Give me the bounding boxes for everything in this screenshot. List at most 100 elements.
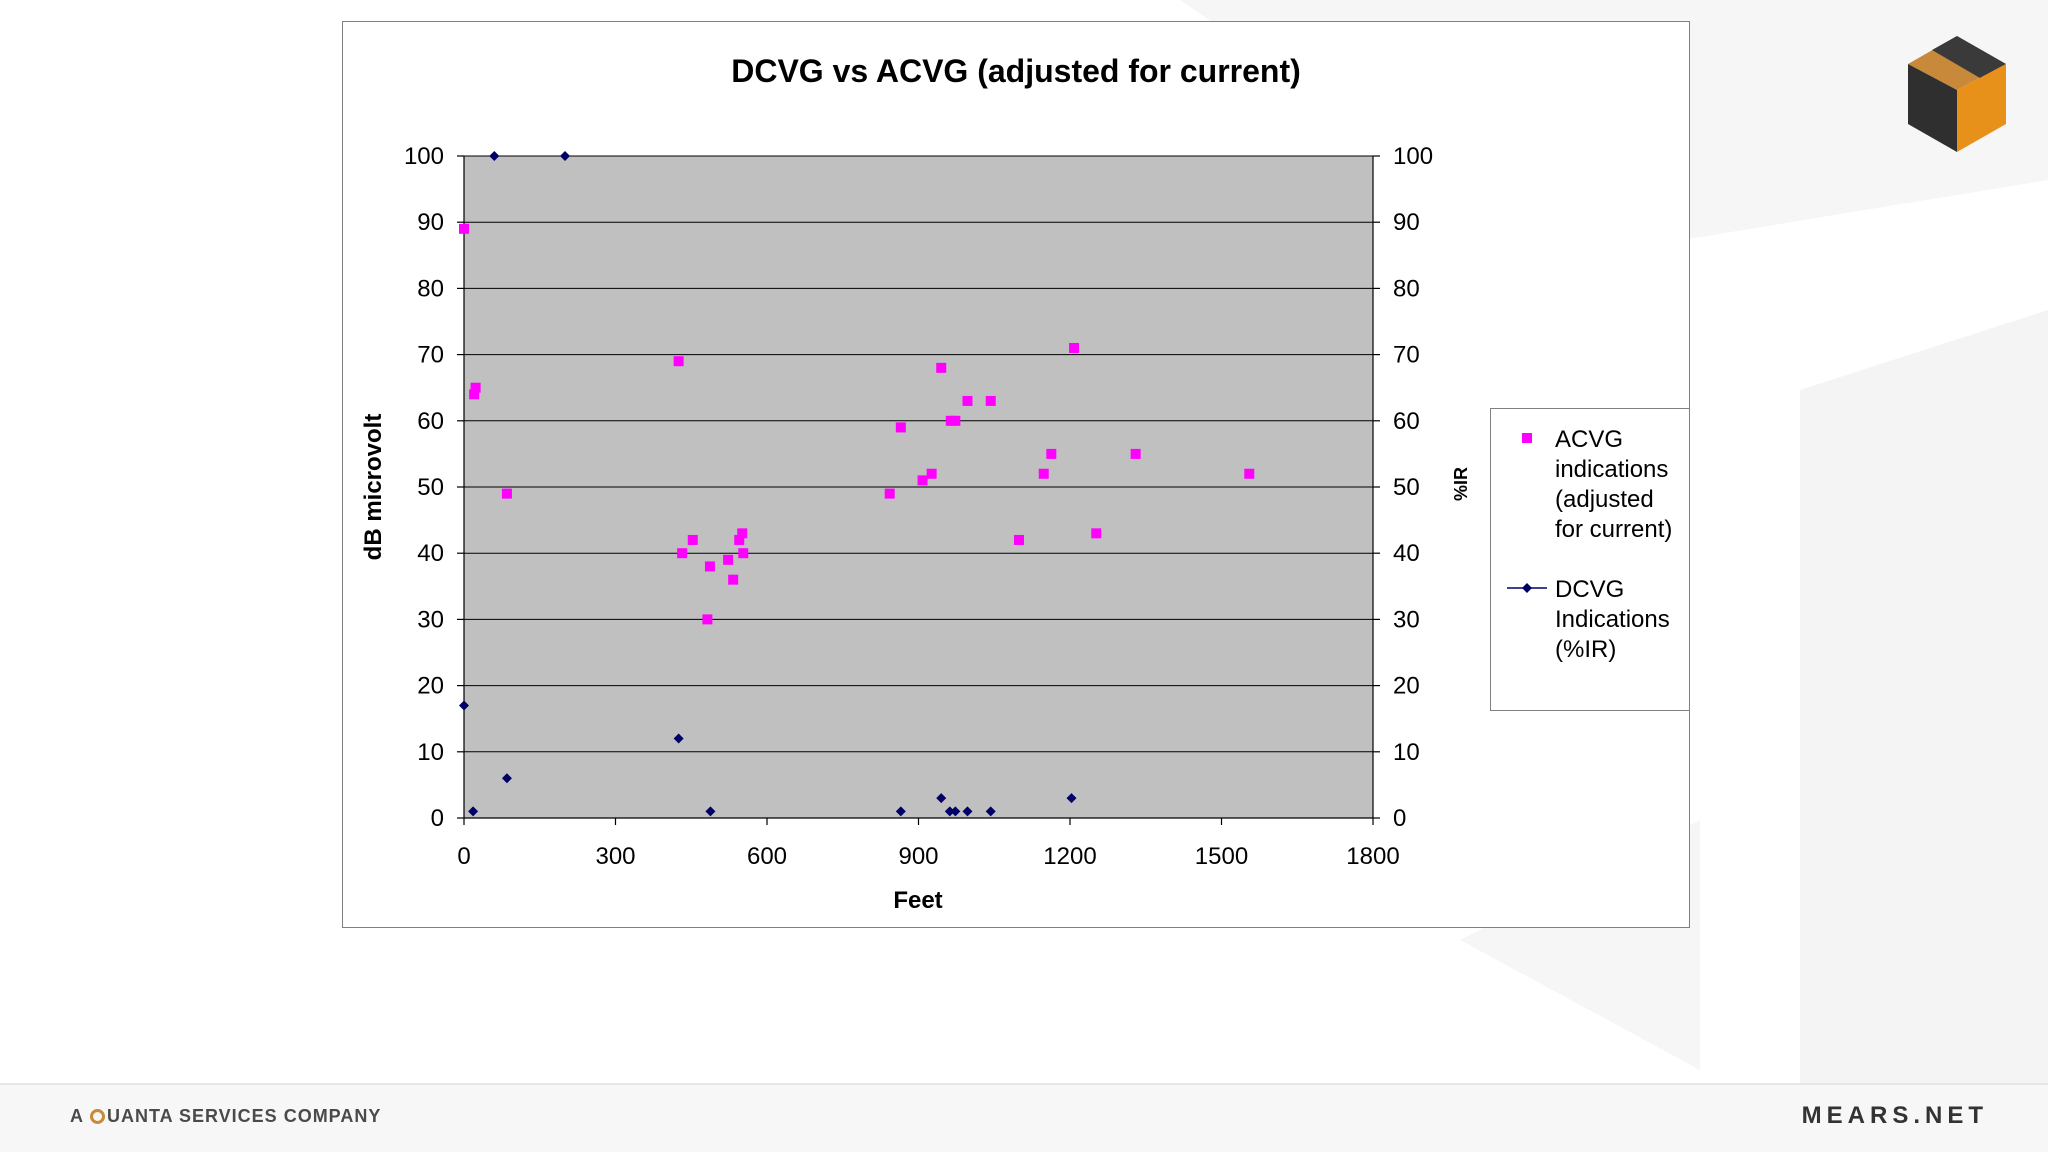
acvg-point xyxy=(459,223,469,234)
chart-title: DCVG vs ACVG (adjusted for current) xyxy=(731,53,1301,89)
x-tick-label: 1800 xyxy=(1346,843,1399,870)
y2-tick-label: 60 xyxy=(1393,408,1420,435)
legend-acvg-line-3: (adjusted xyxy=(1555,486,1654,513)
acvg-point xyxy=(884,488,895,499)
acvg-point xyxy=(470,382,481,393)
dcvg-point xyxy=(985,806,996,817)
x-axis-label: Feet xyxy=(893,887,942,914)
acvg-point xyxy=(673,356,684,367)
dcvg-point xyxy=(468,806,479,817)
y2-tick-label: 20 xyxy=(1393,673,1420,700)
dcvg-point xyxy=(950,806,961,817)
dcvg-point xyxy=(489,151,500,161)
footer-divider xyxy=(0,1083,2048,1085)
y2-tick-label: 40 xyxy=(1393,540,1420,567)
acvg-point xyxy=(1130,448,1141,459)
acvg-point xyxy=(704,561,715,572)
dcvg-point xyxy=(936,793,947,804)
acvg-point xyxy=(723,554,734,565)
footer-tagline: A UANTA SERVICES COMPANY xyxy=(70,1106,381,1127)
y-tick-label: 60 xyxy=(417,408,444,435)
tagline-prefix: A xyxy=(70,1106,84,1126)
y-tick-label: 80 xyxy=(417,275,444,302)
x-tick-label: 1500 xyxy=(1195,843,1248,870)
legend-acvg-line-2: indications xyxy=(1555,456,1668,483)
x-tick-label: 300 xyxy=(595,843,635,870)
x-tick-label: 0 xyxy=(457,843,470,870)
acvg-point xyxy=(702,614,713,625)
tagline-text: UANTA SERVICES COMPANY xyxy=(107,1106,382,1126)
grid-lines xyxy=(464,155,1373,753)
acvg-point xyxy=(734,534,745,545)
y-tick-label: 50 xyxy=(417,474,444,501)
y2-tick-label: 30 xyxy=(1393,606,1420,633)
y-tick-label: 30 xyxy=(417,606,444,633)
data-marks xyxy=(459,151,1255,817)
y2-tick-label: 90 xyxy=(1393,209,1420,236)
dcvg-point xyxy=(705,806,716,817)
acvg-point xyxy=(1013,534,1024,545)
acvg-point xyxy=(687,534,698,545)
legend-acvg-label: ACVG indications (adjusted for current) xyxy=(1555,426,1672,543)
acvg-point xyxy=(1091,528,1102,539)
acvg-point xyxy=(738,548,749,559)
legend-dcvg-label: DCVG Indications (%IR) xyxy=(1555,576,1670,663)
legend-acvg-line-4: for current) xyxy=(1555,516,1672,543)
y-axis-label: dB microvolt xyxy=(360,414,387,561)
x-tick-label: 600 xyxy=(747,843,787,870)
acvg-point xyxy=(936,362,947,373)
quanta-q-icon xyxy=(90,1109,105,1124)
y-tick-label: 70 xyxy=(417,342,444,369)
y2-tick-label: 0 xyxy=(1393,805,1406,832)
acvg-point xyxy=(926,468,937,479)
acvg-point xyxy=(917,475,928,486)
y2-axis-label: %IR xyxy=(1451,467,1471,501)
y-tick-label: 10 xyxy=(417,739,444,766)
acvg-point xyxy=(895,422,906,433)
acvg-point xyxy=(950,415,961,426)
y-tick-label: 100 xyxy=(404,143,444,170)
x-axis-ticks: 0 300 600 900 1200 1500 1800 xyxy=(457,818,1400,870)
dcvg-point xyxy=(501,773,512,784)
y2-tick-label: 70 xyxy=(1393,342,1420,369)
y-axis-ticks: 0 0 10 10 20 20 30 30 40 40 50 50 60 60 70 70 80 80 90 90 10… xyxy=(404,143,1433,832)
acvg-point xyxy=(962,395,973,406)
acvg-point xyxy=(1069,342,1080,353)
y2-tick-label: 80 xyxy=(1393,275,1420,302)
footer-band xyxy=(0,1085,2048,1152)
y-tick-label: 20 xyxy=(417,673,444,700)
dcvg-point xyxy=(895,806,906,817)
acvg-point xyxy=(501,488,512,499)
acvg-point xyxy=(1038,468,1049,479)
legend-dcvg-marker xyxy=(1522,583,1532,593)
legend-acvg-marker xyxy=(1522,433,1532,443)
y-tick-label: 0 xyxy=(431,805,444,832)
acvg-point xyxy=(469,389,480,400)
cube-logo-icon xyxy=(1908,36,2006,152)
dcvg-point xyxy=(459,700,469,711)
dcvg-point xyxy=(560,151,570,161)
acvg-point xyxy=(737,528,748,539)
dcvg-point xyxy=(673,733,684,744)
y-tick-label: 90 xyxy=(417,209,444,236)
dcvg-point xyxy=(962,806,973,817)
x-tick-label: 900 xyxy=(898,843,938,870)
legend-dcvg-line-2: Indications xyxy=(1555,606,1670,633)
y2-tick-label: 100 xyxy=(1393,143,1433,170)
dcvg-point xyxy=(944,806,955,817)
y-tick-label: 40 xyxy=(417,540,444,567)
legend: ACVG indications (adjusted for current) … xyxy=(1490,408,1690,711)
y2-tick-label: 50 xyxy=(1393,474,1420,501)
acvg-point xyxy=(728,574,739,585)
legend-acvg-line-1: ACVG xyxy=(1555,426,1623,453)
acvg-point xyxy=(1046,448,1057,459)
legend-dcvg-line-1: DCVG xyxy=(1555,576,1624,603)
acvg-point xyxy=(677,548,688,559)
y2-tick-label: 10 xyxy=(1393,739,1420,766)
site-link[interactable]: MEARS.NET xyxy=(1801,1102,1988,1129)
legend-dcvg-line-3: (%IR) xyxy=(1555,636,1616,663)
legend-box xyxy=(1490,408,1690,711)
x-tick-label: 1200 xyxy=(1043,843,1096,870)
dcvg-point xyxy=(1066,793,1077,804)
